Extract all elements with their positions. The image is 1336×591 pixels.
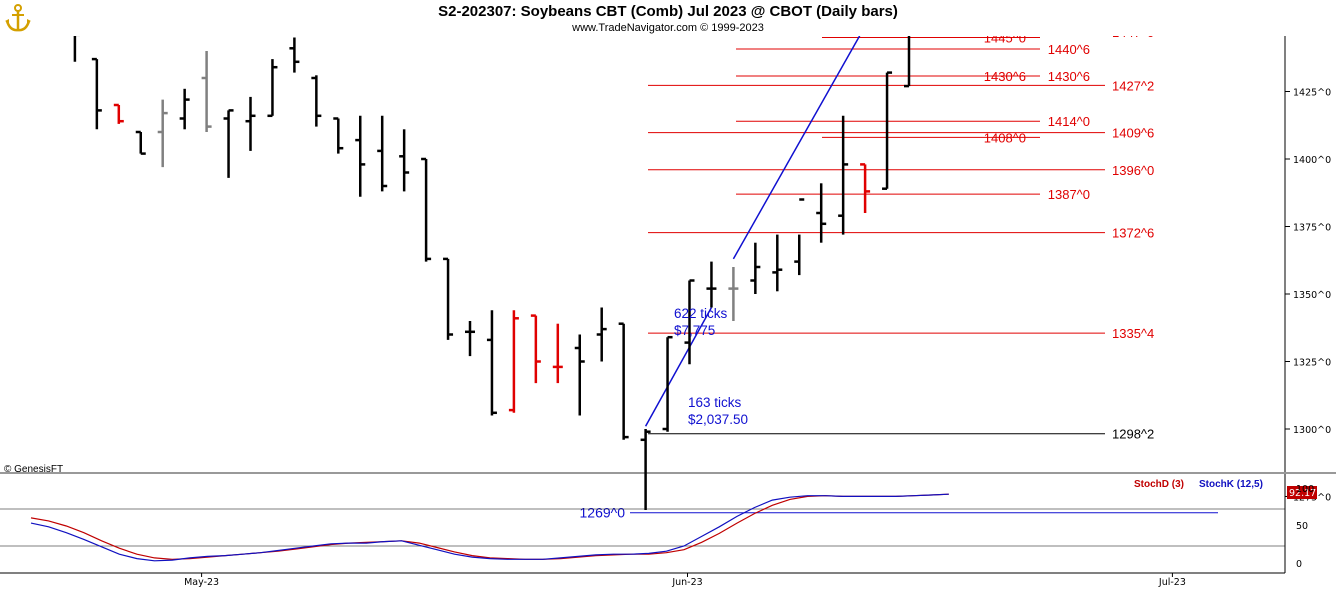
annotation-text: 163 ticks [688, 395, 742, 410]
ohlc-bar [179, 88, 190, 130]
level-label: 1298^2 [1112, 427, 1154, 442]
ohlc-bar [860, 163, 871, 213]
ohlc-bar [530, 314, 541, 384]
stoch-last-bg [1287, 486, 1317, 499]
ohlc-bar [73, 36, 80, 62]
price-tick-label: 1425^0 [1293, 88, 1331, 99]
price-tick-label: 1375^0 [1293, 223, 1331, 234]
trend-lines [644, 36, 861, 427]
level-label: 1414^0 [1048, 114, 1090, 129]
trend-line [732, 36, 861, 260]
chart-header: S2-202307: Soybeans CBT (Comb) Jul 2023 … [0, 0, 1336, 36]
anchor-logo-icon [5, 4, 31, 32]
price-tick-label: 1300^0 [1293, 425, 1331, 436]
ohlc-bar [377, 115, 388, 192]
level-label: 1372^6 [1112, 226, 1154, 241]
ohlc-bar [333, 117, 344, 154]
date-tick-label: Jul-23 [1158, 577, 1186, 588]
ohlc-bar [728, 267, 739, 321]
watermark: © GenesisFT [4, 464, 63, 475]
stoch-legend-d: StochD (3) [1134, 479, 1184, 490]
ohlc-bar [904, 36, 911, 88]
chart-subtitle: www.TradeNavigator.com © 1999-2023 [572, 22, 764, 34]
level-label: 1409^6 [1112, 126, 1154, 141]
level-label: 1427^2 [1112, 78, 1154, 93]
price-tick-label: 1400^0 [1293, 155, 1331, 166]
xaxis-bg [0, 574, 1336, 591]
ohlc-bar [201, 51, 212, 132]
level-label: 1430^6 [1048, 69, 1090, 84]
ohlc-bar [838, 115, 849, 235]
ohlc-bar [596, 307, 607, 362]
level-label: 1447^0 [1112, 36, 1154, 40]
ohlc-bar [223, 109, 234, 178]
level-label: 1387^0 [1048, 187, 1090, 202]
ohlc-bar [640, 429, 651, 510]
ohlc-bar [91, 57, 102, 130]
price-tick-label: 1350^0 [1293, 290, 1331, 301]
ohlc-bar [311, 75, 322, 127]
level-label: 1440^6 [1048, 42, 1090, 57]
date-tick-label: Jun-23 [671, 577, 702, 588]
stoch-k-line [30, 493, 949, 562]
ohlc-bar [443, 257, 454, 340]
ohlc-bar [135, 130, 146, 155]
ohlc-bar [552, 323, 563, 384]
date-axis: May-23 Jun-23 Jul-23 [184, 573, 1186, 588]
stoch-tick-0: 0 [1296, 559, 1302, 570]
ohlc-bar [618, 322, 629, 440]
ohlc-bar [157, 99, 168, 168]
level-lines: 1578^41569^61559^01557^41544^01540^41531… [580, 36, 1218, 521]
ohlc-bar [267, 59, 278, 118]
annotation-text: $7,775 [674, 323, 715, 338]
ohlc-bar [816, 183, 827, 243]
ohlc-bar [574, 334, 585, 416]
price-tick-label: 1325^0 [1293, 358, 1331, 369]
annotation-text: 622 ticks [674, 306, 728, 321]
ohlc-bar [399, 129, 410, 192]
ohlc-bar [355, 115, 366, 197]
price-panel-bg [0, 36, 1285, 473]
ohlc-bar [465, 321, 475, 357]
ohlc-bar [289, 37, 300, 73]
level-label: 1335^4 [1112, 326, 1154, 341]
annotations: 622 ticks $7,775 163 ticks $2,037.50 [674, 306, 748, 427]
ohlc-bar [772, 234, 783, 292]
date-tick-label: May-23 [184, 577, 219, 588]
stoch-tick-50: 50 [1296, 521, 1308, 532]
chart-title: S2-202307: Soybeans CBT (Comb) Jul 2023 … [438, 3, 898, 20]
price-chart: 1578^41569^61559^01557^41544^01540^41531… [0, 36, 1336, 591]
level-label: 1445^0 [984, 36, 1026, 46]
stochastic-panel: StochD (3) StochK (12,5) 92.17 100 50 0 [0, 479, 1317, 570]
trend-line [644, 307, 713, 427]
ohlc-bar [421, 157, 432, 262]
stoch-legend-k: StochK (12,5) [1199, 479, 1263, 490]
level-label: 1269^0 [580, 505, 626, 521]
ohlc-bar [113, 103, 124, 124]
ohlc-bar [794, 198, 805, 276]
ohlc-bar [245, 96, 256, 151]
ohlc-bar [684, 279, 695, 365]
ohlc-bar [882, 71, 893, 190]
ohlc-bar [750, 242, 761, 294]
stoch-tick-100: 100 [1296, 484, 1314, 495]
annotation-text: $2,037.50 [688, 412, 748, 427]
ohlc-bar [508, 310, 519, 413]
price-bars [73, 36, 911, 510]
level-label: 1396^0 [1112, 163, 1154, 178]
stoch-d-line [30, 493, 949, 560]
ohlc-bar [706, 261, 717, 308]
stoch-last-label: 92.17 [1289, 488, 1316, 499]
ohlc-bar [486, 310, 497, 416]
ohlc-bar [662, 335, 673, 432]
level-label: 1408^0 [984, 130, 1026, 145]
price-axis-bg [1285, 36, 1336, 591]
